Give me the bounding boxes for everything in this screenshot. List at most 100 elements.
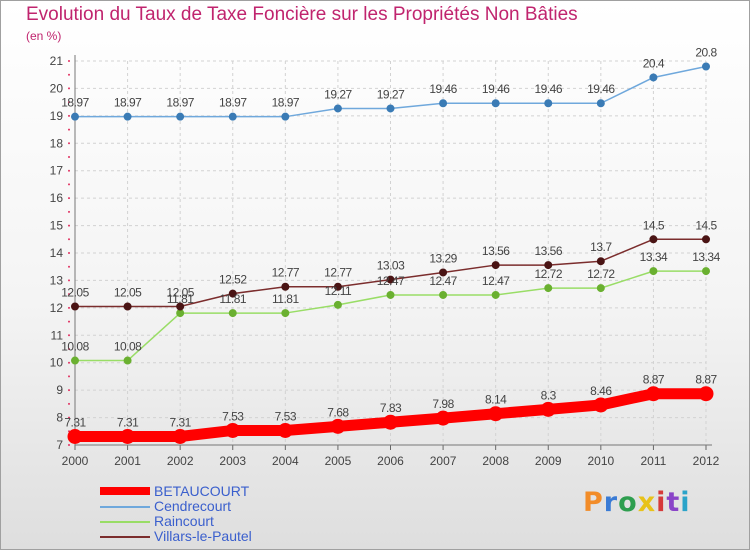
- data-point-betaucourt: [645, 386, 661, 402]
- data-point-villars-le-pautel: [386, 275, 395, 284]
- data-point-cendrecourt: [386, 104, 395, 113]
- logo-letter: P: [583, 487, 604, 518]
- data-point-villars-le-pautel: [228, 289, 237, 298]
- y-axis-unit-label: (en %): [26, 29, 62, 43]
- data-label-villars-le-pautel: 12.05: [114, 285, 142, 299]
- x-tick-label: 2004: [272, 454, 299, 468]
- x-tick-label: 2003: [219, 454, 246, 468]
- data-label-villars-le-pautel: 12.05: [61, 285, 89, 299]
- y-axis-minor-dot: [68, 375, 70, 378]
- data-point-betaucourt: [698, 386, 714, 402]
- data-label-villars-le-pautel: 12.52: [219, 273, 247, 287]
- y-axis-minor-dot: [68, 348, 70, 350]
- legend-swatch: [100, 506, 150, 508]
- y-axis-minor-dot: [68, 60, 70, 62]
- legend-item-villars-le-pautel[interactable]: Villars-le-Pautel: [100, 528, 360, 544]
- data-label-betaucourt: 7.31: [64, 415, 86, 429]
- data-point-betaucourt: [172, 428, 188, 444]
- legend-item-raincourt[interactable]: Raincourt: [100, 513, 360, 529]
- legend-item-cendrecourt[interactable]: Cendrecourt: [100, 498, 360, 514]
- data-label-betaucourt: 7.83: [380, 401, 402, 415]
- data-point-cendrecourt: [228, 112, 237, 121]
- y-tick-label: 21: [50, 54, 64, 68]
- y-axis-minor-dot: [68, 128, 70, 131]
- data-point-raincourt: [702, 267, 710, 276]
- data-label-cendrecourt: 20.8: [695, 45, 717, 59]
- data-label-betaucourt: 7.31: [169, 415, 191, 429]
- proxiti-logo: Proxiti: [583, 487, 691, 518]
- data-label-raincourt: 11.81: [219, 292, 246, 306]
- data-point-raincourt: [71, 356, 79, 365]
- legend-label: Villars-le-Pautel: [154, 528, 252, 544]
- logo-letter: r: [603, 487, 619, 518]
- data-label-villars-le-pautel: 13.56: [482, 244, 510, 258]
- data-point-villars-le-pautel: [439, 268, 448, 277]
- gridlines: [75, 60, 707, 445]
- legend-label: BETAUCOURT: [154, 483, 250, 499]
- data-point-cendrecourt: [702, 62, 710, 71]
- y-tick-label: 11: [51, 328, 64, 342]
- y-axis-minor-dot: [68, 416, 70, 419]
- data-point-betaucourt: [540, 401, 556, 417]
- y-tick-label: 19: [50, 109, 64, 123]
- data-label-raincourt: 11.81: [167, 292, 194, 306]
- data-point-betaucourt: [277, 422, 293, 438]
- x-tick-label: 2010: [587, 454, 614, 468]
- data-point-betaucourt: [593, 397, 609, 413]
- logo-letter: i: [680, 487, 691, 518]
- data-label-betaucourt: 7.98: [432, 397, 454, 411]
- data-point-betaucourt: [330, 418, 346, 434]
- legend-item-betaucourt[interactable]: BETAUCOURT: [100, 483, 360, 499]
- y-axis-minor-dot: [68, 183, 70, 186]
- legend-swatch: [100, 536, 150, 538]
- y-axis-minor-dot: [68, 238, 70, 241]
- y-tick-label: 10: [50, 356, 64, 370]
- data-point-cendrecourt: [491, 99, 500, 108]
- data-point-cendrecourt: [281, 112, 290, 121]
- data-label-betaucourt: 8.87: [695, 373, 717, 387]
- series-lines: [67, 62, 714, 444]
- y-tick-label: 15: [50, 219, 64, 233]
- data-point-villars-le-pautel: [176, 302, 185, 311]
- data-label-villars-le-pautel: 13.7: [590, 240, 612, 254]
- data-point-cendrecourt: [71, 112, 79, 121]
- data-point-cendrecourt: [596, 99, 605, 108]
- y-axis-minor-dot: [68, 279, 70, 282]
- data-label-raincourt: 12.72: [534, 267, 562, 281]
- y-tick-label: 16: [50, 191, 64, 205]
- data-label-raincourt: 12.47: [377, 274, 405, 288]
- data-label-cendrecourt: 19.46: [482, 82, 510, 96]
- y-tick-label: 9: [56, 383, 63, 397]
- data-label-villars-le-pautel: 12.05: [166, 285, 194, 299]
- data-label-raincourt: 13.34: [692, 250, 720, 264]
- y-axis-minor-dot: [68, 101, 70, 104]
- data-point-raincourt: [386, 290, 395, 299]
- data-label-betaucourt: 7.53: [275, 409, 297, 423]
- data-point-villars-le-pautel: [702, 235, 710, 244]
- data-label-cendrecourt: 20.4: [643, 56, 665, 70]
- y-axis-minor-dot: [68, 197, 70, 200]
- data-label-villars-le-pautel: 14.5: [695, 218, 717, 232]
- data-point-betaucourt: [225, 422, 241, 438]
- data-label-cendrecourt: 18.97: [114, 96, 142, 110]
- y-axis-minor-dot: [68, 320, 70, 323]
- legend-swatch: [100, 487, 150, 495]
- data-point-raincourt: [596, 284, 605, 293]
- data-point-raincourt: [439, 290, 448, 299]
- x-tick-label: 2011: [641, 454, 667, 468]
- data-point-raincourt: [281, 309, 290, 318]
- data-point-villars-le-pautel: [71, 302, 79, 311]
- logo-letter: o: [618, 487, 638, 518]
- y-axis-minor-dot: [68, 306, 70, 309]
- data-point-villars-le-pautel: [544, 261, 553, 270]
- data-label-raincourt: 10.08: [114, 340, 142, 354]
- legend-label: Cendrecourt: [154, 498, 232, 514]
- data-label-cendrecourt: 18.97: [166, 96, 194, 110]
- data-point-villars-le-pautel: [123, 302, 132, 311]
- y-axis-minor-dot: [68, 87, 70, 90]
- y-axis-minor-dot: [68, 73, 70, 76]
- axes: 7 8 9 10 11 12 13 14 15 16 17 18 19 20 21 2000 2001 2002 2…: [50, 54, 720, 468]
- data-label-betaucourt: 8.87: [643, 373, 665, 387]
- data-point-villars-le-pautel: [491, 261, 500, 270]
